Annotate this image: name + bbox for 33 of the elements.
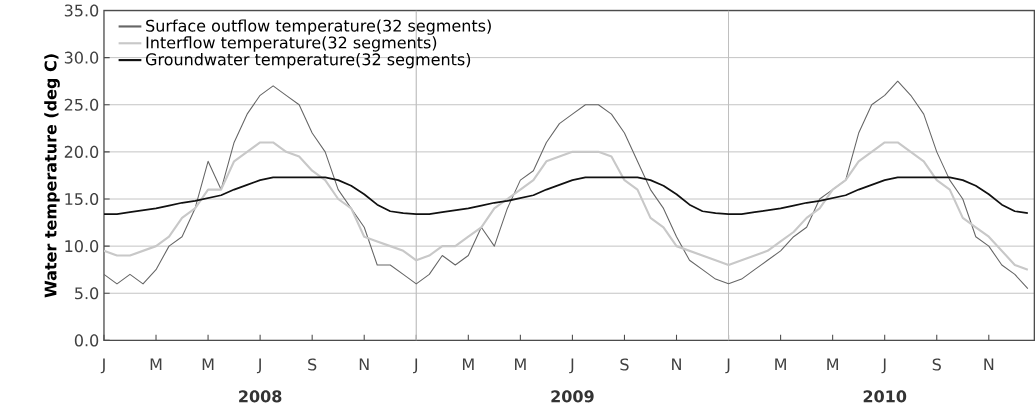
x-tick-label: M — [827, 358, 838, 370]
x-tick-label: M — [775, 358, 786, 370]
x-tick-label: J — [100, 358, 105, 374]
y-tick-label: 30.0 — [64, 51, 99, 64]
y-tick-label: 25.0 — [64, 98, 99, 111]
x-tick-label: M — [150, 358, 162, 370]
y-tick-label: 20.0 — [64, 145, 99, 158]
x-tick-label: S — [932, 358, 941, 371]
text: 2008 — [239, 390, 282, 403]
y-tick-label: 0.0 — [74, 334, 99, 347]
text: 2010 — [863, 390, 907, 403]
x-tick-label: J — [569, 358, 574, 374]
text: 2009 — [551, 390, 594, 403]
x-tick-label: M — [202, 358, 214, 370]
y-tick-label: 15.0 — [65, 192, 99, 205]
legend-label: Surface outflow temperature(32 segments) — [146, 19, 491, 35]
x-tick-label: N — [984, 358, 994, 370]
x-tick-label: N — [672, 358, 681, 370]
legend-label: Groundwater temperature(32 segments) — [145, 52, 471, 69]
x-tick-label: N — [359, 358, 369, 370]
y-axis-title: Water temperature (deg C) — [44, 54, 60, 298]
x-tick-label: J — [881, 358, 886, 374]
x-tick-label: S — [308, 358, 317, 371]
legend-label: Interflow temperature(32 segments) — [146, 36, 437, 52]
x-tick-label: S — [620, 358, 629, 371]
x-tick-label: M — [515, 358, 526, 370]
x-tick-label: J — [256, 358, 261, 374]
x-tick-label: J — [725, 358, 730, 374]
y-tick-label: 10.0 — [65, 239, 99, 253]
y-tick-label: 35.0 — [64, 4, 99, 17]
x-tick-label: J — [413, 358, 418, 374]
y-tick-label: 5.0 — [75, 287, 99, 300]
x-tick-label: M — [462, 358, 474, 370]
